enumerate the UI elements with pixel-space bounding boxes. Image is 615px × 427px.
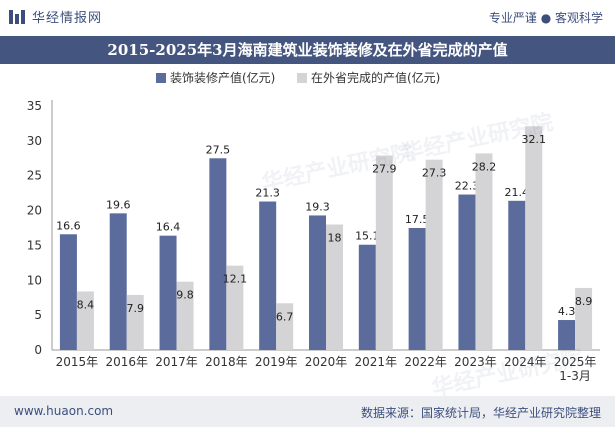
bar (408, 228, 426, 350)
bar (159, 235, 177, 350)
brand: 华经情报网 (8, 7, 102, 26)
x-tick-label: 2025年 (554, 355, 597, 369)
y-tick-label: 5 (34, 308, 42, 322)
bar (176, 281, 194, 350)
bar (458, 194, 476, 350)
y-tick-label: 15 (27, 238, 42, 252)
y-tick-label: 25 (27, 169, 42, 183)
x-tick-label: 1-3月 (559, 369, 591, 383)
data-label: 27.3 (422, 167, 447, 180)
data-label: 17.5 (405, 213, 430, 226)
data-label: 19.6 (106, 198, 131, 211)
data-label: 9.8 (176, 289, 194, 302)
y-tick-label: 20 (27, 204, 42, 218)
legend-swatch (156, 73, 166, 83)
data-label: 18 (328, 232, 342, 245)
data-label: 8.4 (77, 298, 95, 311)
bar (276, 303, 294, 350)
bar (76, 291, 94, 350)
bar (226, 265, 244, 350)
bar (358, 244, 376, 350)
x-tick-label: 2021年 (355, 355, 398, 369)
data-source: 数据来源：国家统计局，华经产业研究院整理 (360, 406, 601, 420)
y-tick-label: 0 (34, 343, 42, 357)
x-tick-label: 2023年 (454, 355, 497, 369)
footer: www.huaon.com 数据来源：国家统计局，华经产业研究院整理 (0, 396, 615, 427)
legend-swatch (297, 73, 307, 83)
data-label: 22.3 (455, 180, 480, 193)
data-label: 21.4 (505, 186, 530, 199)
data-label: 12.1 (223, 273, 248, 286)
bar (525, 126, 543, 350)
data-label: 19.3 (305, 200, 330, 213)
x-tick-label: 2020年 (305, 355, 348, 369)
bar (209, 158, 227, 350)
tagline: 专业严谨 ● 客观科学 (488, 11, 603, 25)
huajing-logo-icon (9, 9, 25, 24)
bar (425, 159, 443, 350)
data-label: 7.9 (126, 302, 144, 315)
bar (575, 287, 593, 350)
data-label: 27.5 (206, 143, 231, 156)
data-label: 16.4 (156, 221, 181, 234)
x-tick-label: 2024年 (504, 355, 547, 369)
footer-url[interactable]: www.huaon.com (14, 404, 114, 418)
legend-label: 在外省完成的产值(亿元) (311, 70, 440, 85)
data-label: 28.2 (472, 160, 497, 173)
data-label: 16.6 (56, 219, 81, 232)
y-tick-label: 35 (27, 99, 42, 113)
x-tick-label: 2017年 (155, 355, 198, 369)
brand-name: 华经情报网 (32, 11, 103, 26)
bar (309, 215, 326, 350)
y-tick-label: 30 (27, 134, 42, 148)
bar (109, 213, 127, 350)
data-label: 15.1 (355, 230, 380, 243)
bar (475, 153, 493, 350)
top-bar: 华经情报网 专业严谨 ● 客观科学 (0, 0, 615, 36)
bar-chart: 装饰装修产值(亿元) 在外省完成的产值(亿元) 0 5 10 15 20 25 30 35 16.6… (27, 70, 600, 383)
bar (508, 200, 526, 350)
data-label: 27.9 (372, 162, 397, 175)
x-tick-label: 2016年 (105, 355, 148, 369)
x-tick-label: 2018年 (205, 355, 248, 369)
bar (59, 234, 77, 350)
data-label: 6.7 (276, 310, 294, 323)
x-tick-label: 2019年 (255, 355, 298, 369)
bar (558, 320, 576, 350)
legend-label: 装饰装修产值(亿元) (170, 70, 275, 85)
bar (375, 155, 393, 350)
data-label: 21.3 (255, 187, 280, 200)
y-tick-label: 10 (27, 273, 42, 287)
data-label: 32.1 (522, 133, 547, 146)
chart-title: 2015-2025年3月海南建筑业装饰装修及在外省完成的产值 (0, 36, 615, 64)
bar (126, 294, 144, 350)
data-label: 4.3 (558, 305, 576, 318)
data-label: 8.9 (575, 295, 593, 308)
bar (259, 201, 277, 350)
x-tick-label: 2022年 (404, 355, 447, 369)
bar (326, 224, 343, 350)
x-tick-label: 2015年 (56, 355, 99, 369)
